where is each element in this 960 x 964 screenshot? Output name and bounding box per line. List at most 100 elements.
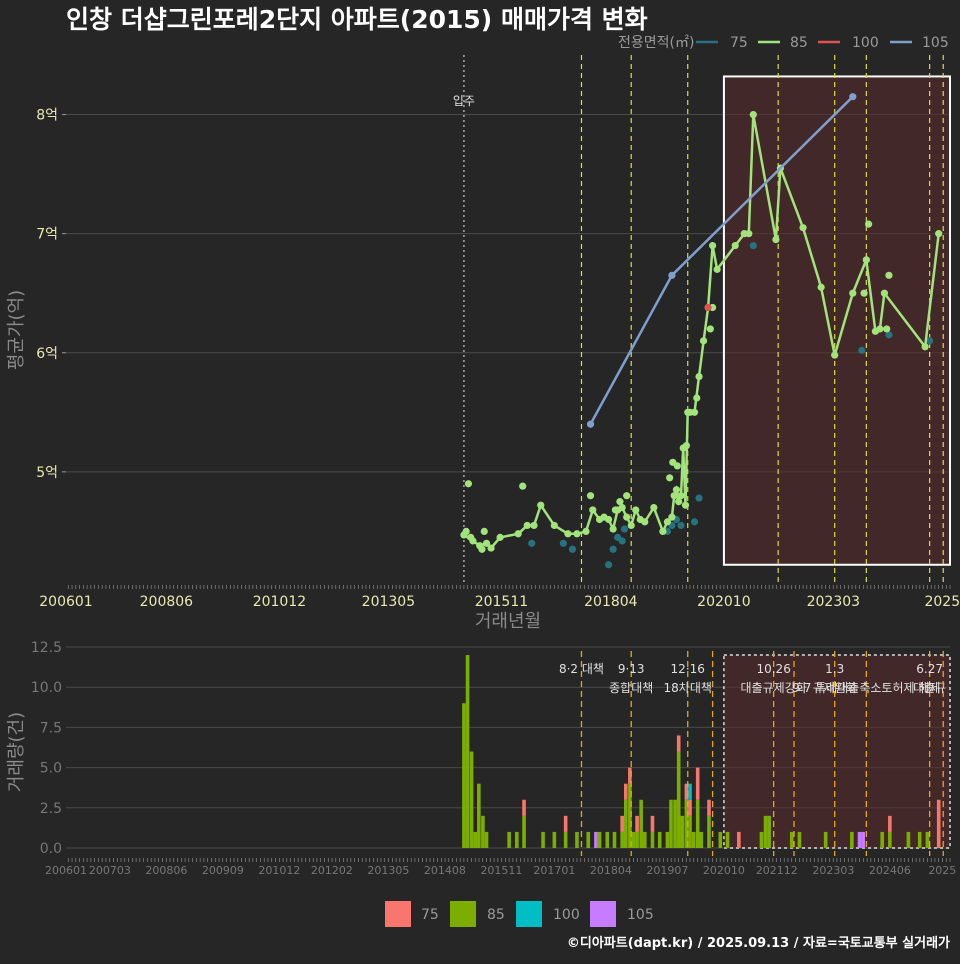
point-85-13 [582,527,590,536]
policy-label-2: 12·16 [671,662,705,676]
legend-bottom-swatch-75 [385,901,411,927]
point-85-32 [675,498,683,506]
volume-bar-33-2 [684,799,689,848]
volume-bar-15-4 [594,831,598,848]
point-75-p3 [605,561,613,569]
policy-sublabel-7: 9·7 특례대출축소토허제 해제 [792,681,940,695]
price-x-tick-3: 201305 [362,594,415,610]
volume-bar-34-2 [688,815,692,848]
point-85-23 [632,506,640,514]
point-85-50 [799,224,807,232]
volume-bar-11-2 [552,831,557,848]
point-85-3 [482,539,491,547]
point-85-e17 [865,220,873,228]
volume-bar-30-2 [673,799,677,848]
point-85-6 [514,530,522,538]
point-85-44 [731,241,739,250]
point-85-38 [690,408,699,416]
point-85-e19 [885,271,893,279]
caption: ©디아파트(dapt.kr) / 2025.09.13 / 자료=국토교통부 실… [567,935,950,951]
point-85-e0 [464,480,473,488]
point-85-10 [550,521,558,530]
volume-x-tick-6: 201305 [367,864,409,877]
annotation-move-in: 입주 [453,94,475,108]
volume-bar-54-2 [917,831,922,848]
point-85-7 [523,521,531,530]
point-85-e9 [611,506,619,514]
series-line-85 [463,114,940,550]
legend-bottom-label-100: 100 [553,907,580,923]
point-75-p11 [677,521,685,530]
legend-label-100: 100 [852,35,879,51]
volume-bar-40-2 [725,831,730,848]
volume-bar-26-1 [650,815,655,832]
point-85-20 [618,503,626,512]
volume-y-axis-title: 거래량(건) [6,712,27,792]
volume-y-tick-3: 7.5 [40,720,62,736]
volume-bar-53-2 [906,831,911,848]
price-x-tick-2: 201012 [253,594,306,610]
point-105-0 [586,420,595,428]
point-85-40 [699,337,708,345]
point-75-p15 [858,346,866,354]
price-series [460,93,943,569]
point-85-11 [564,530,572,538]
point-85-22 [627,521,635,530]
point-85-e15 [706,325,714,333]
point-85-9 [537,501,545,509]
volume-bar-19-1 [620,815,624,832]
legend-bottom: 75 85 100 105 [385,901,654,927]
price-highlight [722,75,951,566]
point-75-p6 [618,537,626,545]
volume-bar-36-2 [695,799,700,848]
volume-bar-49-4 [857,831,862,848]
policy-sublabel-1: 종합대책 [609,680,653,695]
point-75-p4 [609,545,617,553]
volume-x-tick-0: 200601 [45,864,87,877]
point-75-p1 [559,539,567,547]
legend-bottom-swatch-105 [590,901,616,927]
point-85-e12 [673,462,681,470]
point-85-e4 [480,527,488,536]
point-85-29 [668,513,676,521]
policy-sublabel-2: 18차대책 [664,680,712,695]
volume-x-tick-12: 202010 [703,864,745,877]
point-85-39 [695,372,703,381]
volume-bar-22-2 [631,831,636,848]
point-85-47 [749,110,757,119]
policy-label-8: 6.27 [916,662,943,676]
legend-bottom-swatch-100 [516,901,542,927]
point-85-e2 [467,533,475,541]
point-85-57 [880,289,889,297]
volume-x-ticks: 200601 200703 200806 200909 201012 201202 2013… [45,858,956,877]
volume-x-tick-7: 201408 [424,864,466,877]
point-85-51 [817,283,825,291]
volume-bar-51-2 [880,831,884,848]
volume-bar-12-1 [563,815,568,832]
volume-bar-47-2 [823,831,828,848]
policy-sublabel-6: 규제완화 [813,681,857,695]
point-85-e7 [616,498,624,506]
point-85-31 [672,486,681,494]
volume-y-tick-0: 0.0 [40,841,62,857]
point-75-p14 [749,241,757,250]
point-85-4 [487,544,495,552]
point-85-17 [605,515,613,524]
point-85-5 [496,533,504,541]
point-85-33 [677,492,685,500]
volume-bar-8-2 [515,831,519,848]
volume-bar-56-1 [936,799,941,848]
volume-bar-14-2 [586,831,591,848]
volume-bar-1-2 [465,655,470,848]
volume-x-tick-8: 201511 [480,864,522,877]
price-x-axis-title: 거래년월 [475,611,541,632]
point-75-p17 [926,337,934,345]
policy-label-6: 1.3 [825,662,844,676]
point-85-e8 [623,492,631,500]
volume-y-tick-1: 2.5 [40,801,62,817]
point-85-54 [862,256,870,264]
point-85-46 [745,230,753,238]
point-105-2 [849,93,857,101]
